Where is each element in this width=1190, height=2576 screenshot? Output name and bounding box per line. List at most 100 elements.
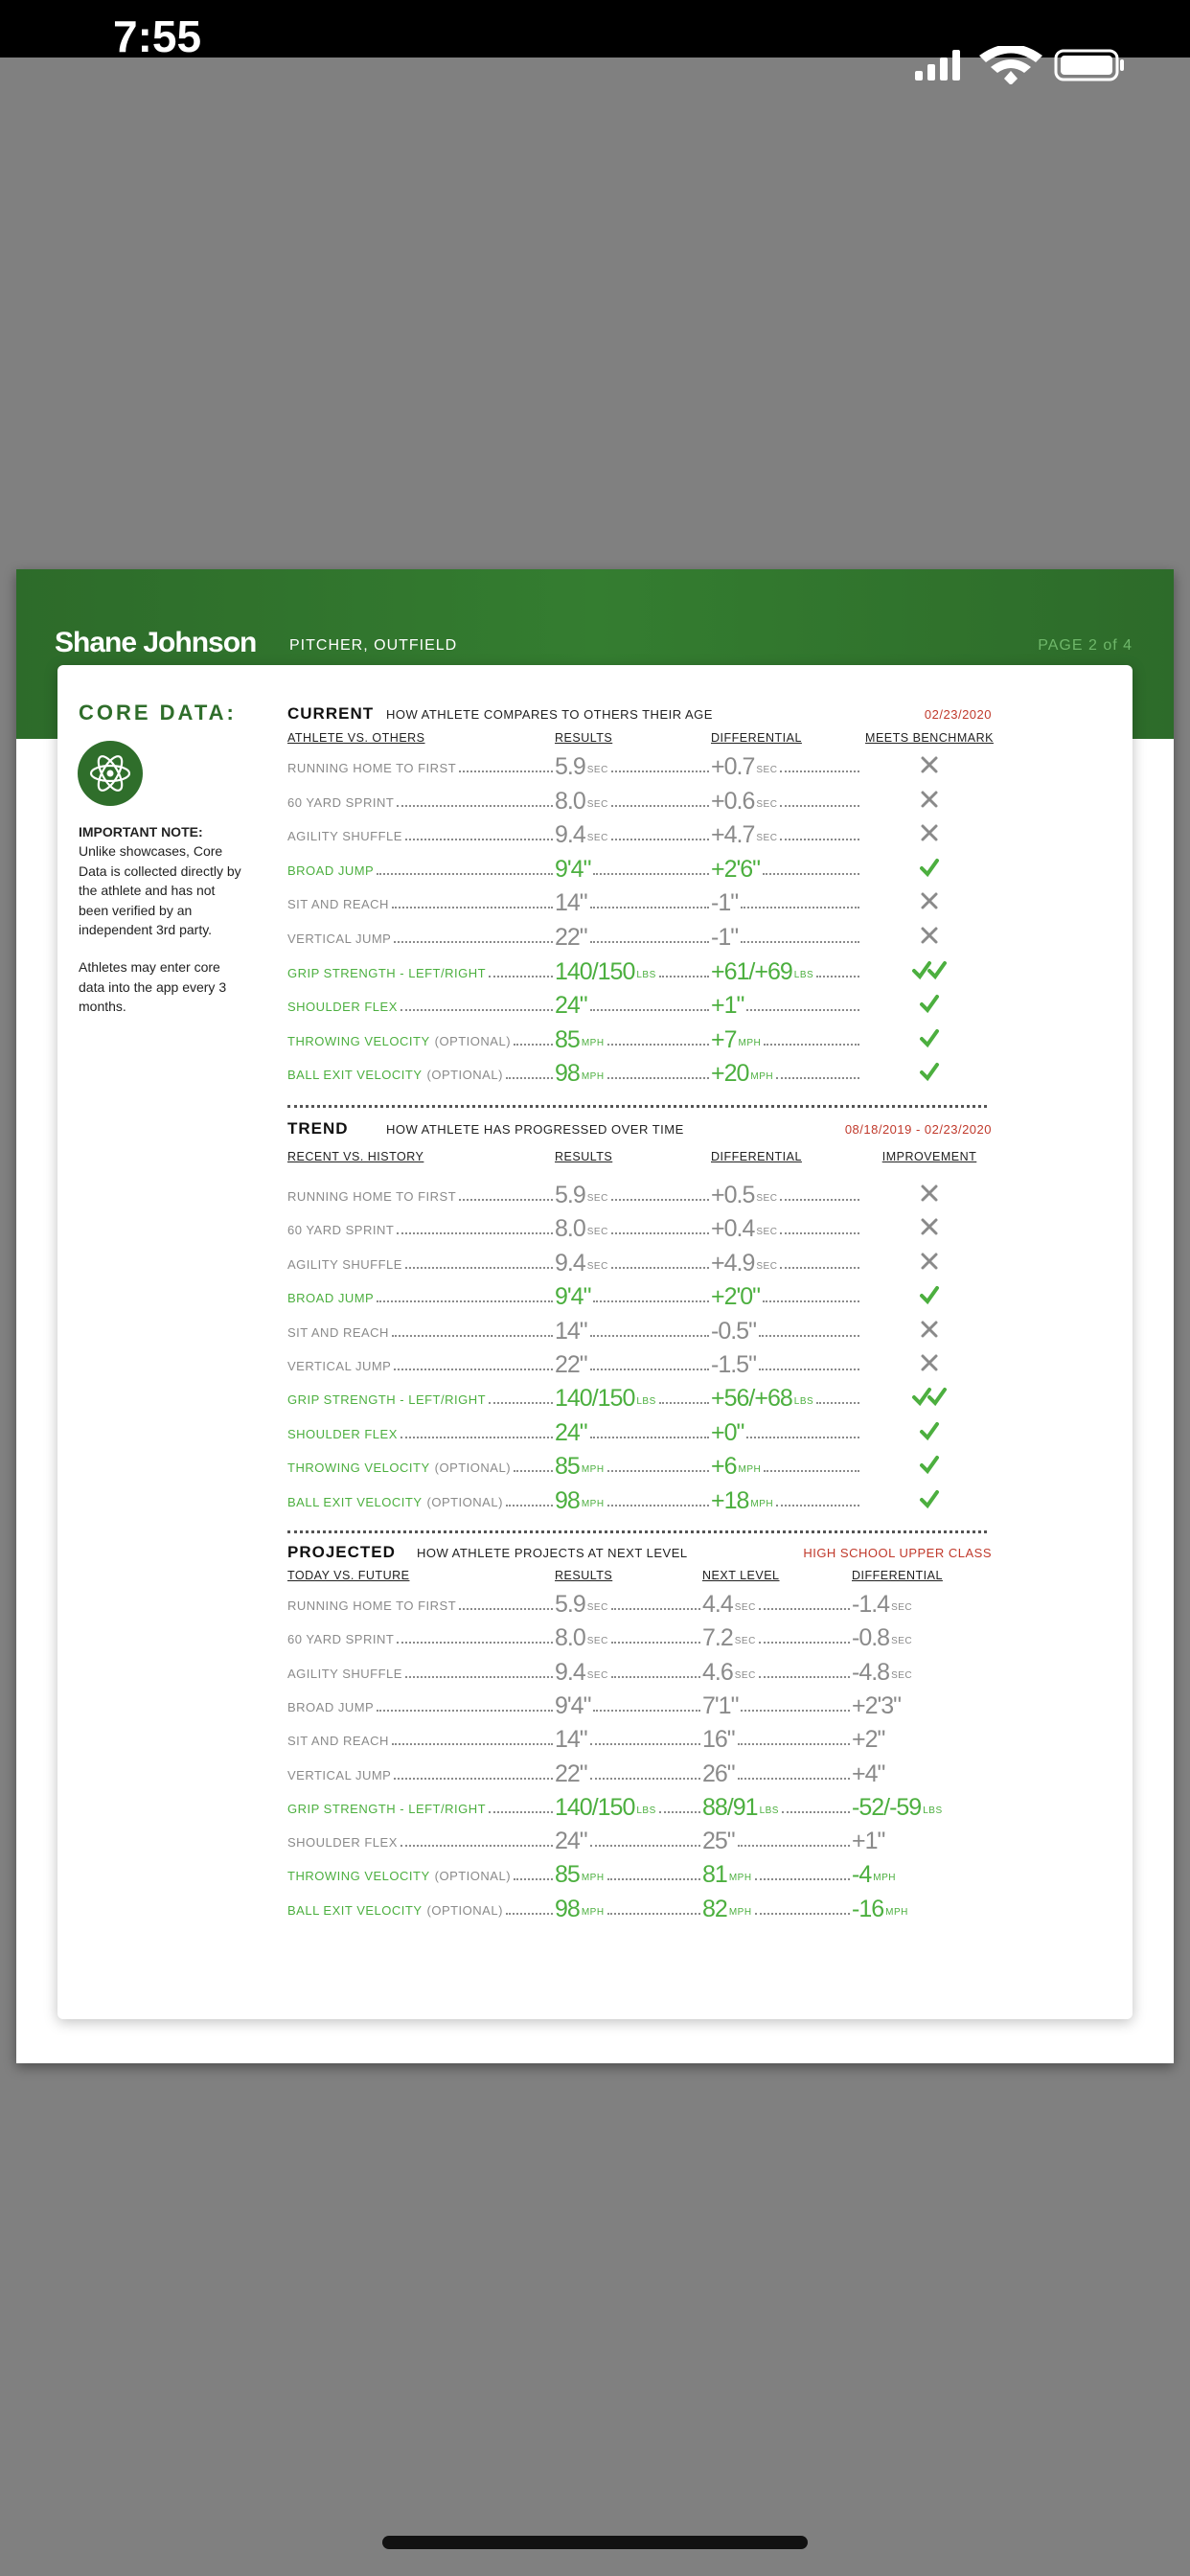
unit: SEC	[586, 765, 608, 775]
value: +4.9	[711, 1249, 755, 1276]
value-cell: -1"	[711, 885, 861, 917]
value-cell: +4.9 SEC	[711, 1245, 861, 1277]
leader	[737, 1845, 850, 1848]
column-header: RESULTS	[555, 1150, 613, 1163]
section-subtitle: HOW ATHLETE COMPARES TO OTHERS THEIR AGE	[386, 707, 713, 722]
leader	[397, 804, 553, 807]
value: 88/91	[702, 1793, 759, 1821]
leader	[505, 1077, 553, 1080]
column-header: RESULTS	[555, 1569, 613, 1582]
unit: SEC	[586, 798, 608, 810]
value-cell: +2'6"	[711, 851, 861, 884]
section-title: TREND	[287, 1119, 349, 1138]
value-cell: 24"	[555, 1414, 711, 1447]
leader	[459, 1608, 553, 1610]
leader	[610, 804, 709, 807]
leader	[606, 1077, 709, 1080]
value: 85	[555, 1861, 581, 1889]
column-header: DIFFERENTIAL	[711, 1150, 802, 1163]
value: -0.8	[852, 1624, 890, 1652]
value: 81	[702, 1861, 728, 1889]
cross-icon	[921, 756, 938, 773]
row-label: VERTICAL JUMP	[287, 1359, 392, 1373]
leader	[394, 1777, 553, 1780]
leader	[741, 907, 859, 909]
cross-icon	[921, 1253, 938, 1270]
row-label: BROAD JUMP	[287, 862, 375, 878]
value: +2'3"	[852, 1691, 902, 1719]
value: +0.5	[711, 1182, 755, 1208]
row-label: RUNNING HOME TO FIRST	[287, 1598, 457, 1613]
value: +2'6"	[711, 855, 761, 883]
value-cell: 7'1"	[702, 1688, 852, 1720]
leader	[589, 941, 709, 943]
leader	[780, 839, 859, 841]
label-cell: GRIP STRENGTH - LEFT/RIGHT	[287, 1789, 555, 1822]
value: 9.4	[555, 1658, 586, 1686]
value-cell: 98 MPH	[555, 1483, 711, 1515]
row-label: 60 YARD SPRINT	[287, 1632, 395, 1647]
value-cell: +1"	[852, 1823, 986, 1855]
leader	[780, 1232, 859, 1235]
value-cell: 24"	[555, 1823, 702, 1855]
label-cell: BALL EXIT VELOCITY (OPTIONAL)	[287, 1483, 555, 1515]
row-label: SIT AND REACH	[287, 1324, 389, 1340]
optional-tag: (OPTIONAL)	[434, 1869, 512, 1884]
table-row: BROAD JUMP 9'4" +2'6"	[0, 851, 1190, 884]
table-row: RUNNING HOME TO FIRST 5.9 SEC 4.4 SEC -1.4 SEC	[0, 1586, 1190, 1619]
leader	[746, 1009, 859, 1012]
label-cell: THROWING VELOCITY (OPTIONAL)	[287, 1448, 555, 1481]
leader	[610, 1266, 709, 1269]
label-cell: BROAD JUMP	[287, 1688, 555, 1720]
value: +56/+68	[711, 1385, 793, 1413]
leader	[776, 1077, 859, 1080]
unit: SEC	[734, 1636, 756, 1647]
leader	[764, 1043, 859, 1046]
column-header: DIFFERENTIAL	[852, 1569, 943, 1582]
label-cell: BALL EXIT VELOCITY (OPTIONAL)	[287, 1891, 555, 1923]
unit: SEC	[891, 1602, 913, 1613]
column-header: NEXT LEVEL	[702, 1569, 780, 1582]
value-cell: +0.5 SEC	[711, 1177, 861, 1209]
unit: SEC	[756, 798, 778, 810]
value: -4	[852, 1861, 872, 1889]
table-row: AGILITY SHUFFLE 9.4 SEC +4.7 SEC	[0, 816, 1190, 849]
leader	[404, 1675, 553, 1678]
check-icon	[920, 995, 939, 1014]
table-row: THROWING VELOCITY (OPTIONAL) 85 MPH +7 MPH	[0, 1022, 1190, 1054]
row-label: GRIP STRENGTH - LEFT/RIGHT	[287, 965, 487, 980]
core-data-title: CORE DATA:	[79, 701, 237, 724]
leader	[737, 1777, 850, 1780]
table-row: SHOULDER FLEX 24" +0"	[0, 1414, 1190, 1447]
value-cell: 9'4"	[555, 1278, 711, 1311]
value-cell: +6 MPH	[711, 1448, 861, 1481]
label-cell: SHOULDER FLEX	[287, 1414, 555, 1447]
value-cell: 9.4 SEC	[555, 1245, 711, 1277]
value-cell: 140/150 LBS	[555, 1789, 702, 1822]
value: +0.4	[711, 1215, 755, 1243]
value: 22"	[555, 1760, 588, 1787]
label-cell: 60 YARD SPRINT	[287, 1620, 555, 1652]
value: 25"	[702, 1828, 736, 1855]
check-icon	[912, 960, 931, 979]
value: 9.4	[555, 821, 586, 849]
value: -0.5"	[711, 1317, 757, 1345]
check-icon	[920, 1063, 939, 1082]
table-row: SHOULDER FLEX 24" 25" +1"	[0, 1823, 1190, 1855]
unit: LBS	[636, 969, 656, 980]
leader	[400, 1436, 553, 1438]
unit: MPH	[738, 1037, 762, 1048]
leader	[658, 1402, 709, 1405]
leader	[397, 1642, 553, 1644]
table-row: BALL EXIT VELOCITY (OPTIONAL) 98 MPH +18 MPH	[0, 1483, 1190, 1515]
row-label: 60 YARD SPRINT	[287, 794, 395, 810]
value-cell: 22"	[555, 1346, 711, 1379]
value: 4.6	[702, 1658, 734, 1686]
value-cell: +0"	[711, 1414, 861, 1447]
value-cell: 9'4"	[555, 1688, 702, 1720]
leader	[606, 1043, 709, 1046]
value-cell: 8.0 SEC	[555, 783, 711, 816]
value-cell: 140/150 LBS	[555, 954, 711, 986]
cross-icon	[921, 927, 938, 944]
